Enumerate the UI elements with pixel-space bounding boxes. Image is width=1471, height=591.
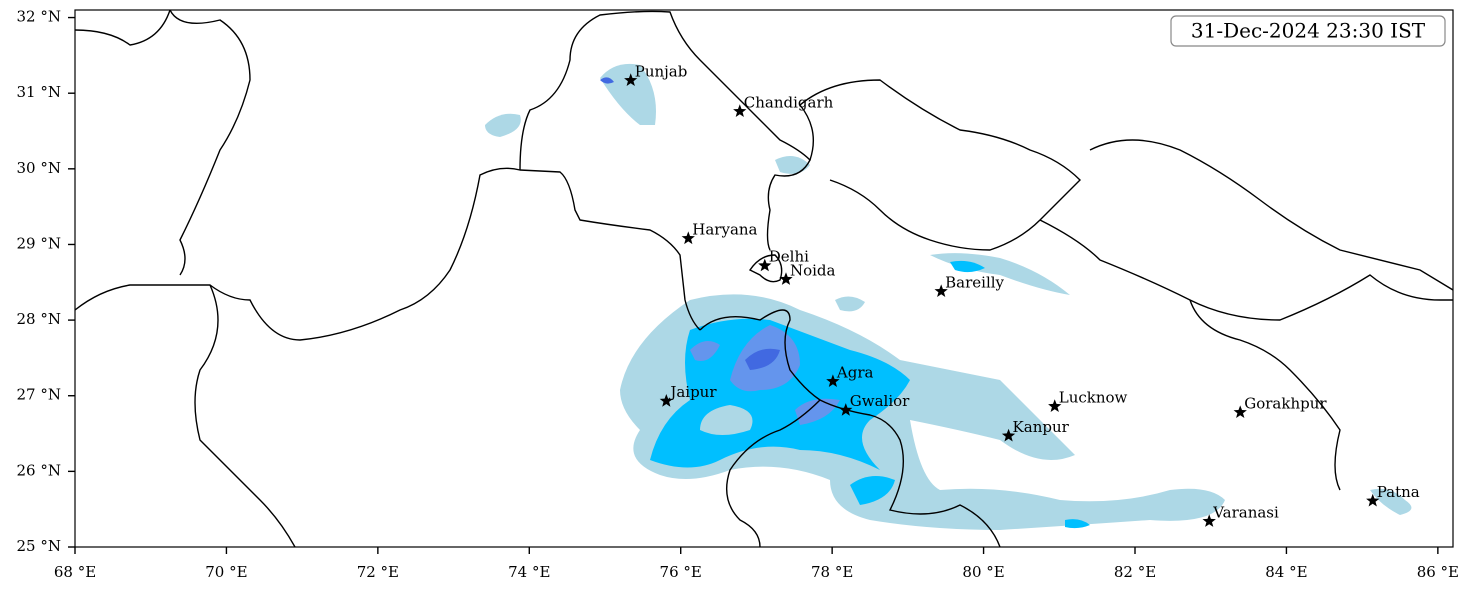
x-tick-label: 68 °E <box>54 563 96 581</box>
y-tick-label: 25 °N <box>17 537 61 555</box>
title-box: 31-Dec-2024 23:30 IST <box>1170 15 1446 47</box>
plot-frame <box>74 9 1454 548</box>
x-tick-label: 76 °E <box>660 563 702 581</box>
y-tick-label: 29 °N <box>17 234 61 252</box>
city-label: Noida <box>790 261 836 279</box>
y-tick-label: 27 °N <box>17 386 61 404</box>
title: 31-Dec-2024 23:30 IST <box>1191 19 1426 43</box>
y-tick-label: 26 °N <box>17 461 61 479</box>
city-marker <box>624 73 638 86</box>
city-label: Gorakhpur <box>1244 394 1327 412</box>
city-marker <box>659 394 673 407</box>
city-label: Agra <box>836 363 874 381</box>
borders <box>75 10 1453 547</box>
city-label: Bareilly <box>945 273 1004 291</box>
y-tick-label: 31 °N <box>17 83 61 101</box>
city-label: Jaipur <box>668 383 717 401</box>
city-label: Varanasi <box>1212 503 1279 521</box>
city-label: Kanpur <box>1013 418 1070 436</box>
y-tick-label: 32 °N <box>17 8 61 26</box>
city-label: Delhi <box>769 248 809 266</box>
x-tick-label: 74 °E <box>508 563 550 581</box>
city-marker <box>1366 493 1380 507</box>
x-tick-label: 86 °E <box>1417 563 1459 581</box>
y-tick-label: 30 °N <box>17 159 61 177</box>
title-frame <box>1170 15 1446 47</box>
x-tick-label: 72 °E <box>357 563 399 581</box>
city-marker <box>1001 428 1016 442</box>
city-marker <box>839 403 853 416</box>
city-label: Punjab <box>635 62 688 80</box>
city-marker <box>779 272 793 285</box>
city-label: Chandigarh <box>744 93 834 111</box>
map-layers <box>75 10 1453 547</box>
city-marker <box>1048 399 1062 412</box>
city-marker <box>1202 514 1216 527</box>
x-tick-label: 78 °E <box>811 563 853 581</box>
x-tick-label: 82 °E <box>1114 563 1156 581</box>
x-tick-label: 80 °E <box>962 563 1004 581</box>
x-tick-label: 70 °E <box>205 563 247 581</box>
city-label: Haryana <box>692 220 757 238</box>
city-marker <box>1233 405 1247 418</box>
city-marker <box>733 104 747 117</box>
rain-shading <box>485 63 1412 530</box>
city-label: Patna <box>1377 483 1420 501</box>
x-tick-label: 84 °E <box>1265 563 1307 581</box>
city-label: Gwalior <box>850 392 910 410</box>
city-marker <box>826 374 840 387</box>
y-tick-label: 28 °N <box>17 310 61 328</box>
city-marker <box>934 284 948 297</box>
city-marker <box>758 258 772 272</box>
city-label: Lucknow <box>1059 388 1128 406</box>
city-marker <box>681 231 695 245</box>
